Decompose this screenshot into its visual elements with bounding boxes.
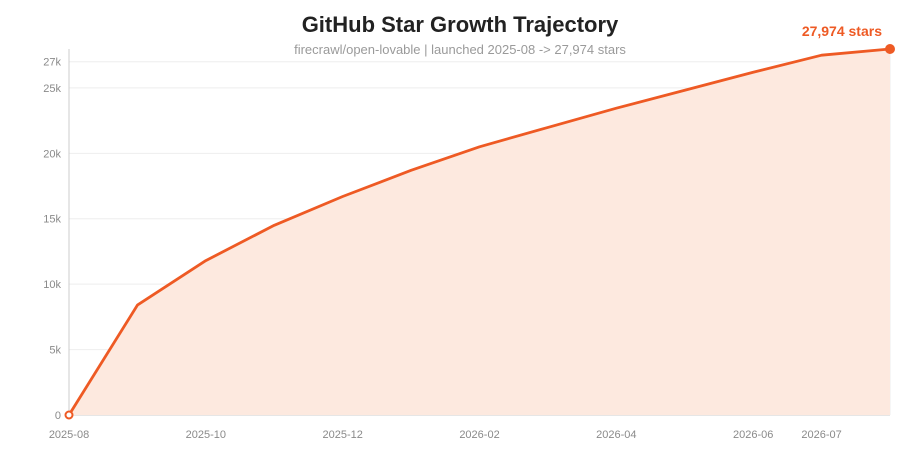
y-tick-label: 0 bbox=[55, 410, 61, 422]
x-tick-label: 2026-06 bbox=[733, 429, 773, 441]
series-area-fill bbox=[69, 49, 890, 415]
y-tick-label: 5k bbox=[49, 345, 61, 357]
x-tick-label: 2026-07 bbox=[801, 429, 841, 441]
y-tick-label: 27k bbox=[43, 57, 61, 69]
y-tick-label: 10k bbox=[43, 279, 61, 291]
x-tick-label: 2026-02 bbox=[459, 429, 499, 441]
end-value-label: 27,974 stars bbox=[802, 23, 882, 39]
y-tick-label: 15k bbox=[43, 214, 61, 226]
x-tick-label: 2025-08 bbox=[49, 429, 89, 441]
line-layer bbox=[67, 47, 892, 417]
start-point bbox=[64, 410, 74, 420]
x-tick-label: 2026-04 bbox=[596, 429, 636, 441]
chart-subtitle: firecrawl/open-lovable | launched 2025-0… bbox=[294, 42, 626, 57]
series-line bbox=[67, 47, 892, 417]
x-tick-label: 2025-10 bbox=[186, 429, 226, 441]
chart-title: GitHub Star Growth Trajectory bbox=[302, 12, 619, 37]
y-tick-label: 20k bbox=[43, 148, 61, 160]
area-fill-layer bbox=[69, 49, 890, 415]
y-axis-tick-labels: 0 5k 10k 15k 20k 25k 27k bbox=[43, 57, 61, 422]
y-tick-label: 25k bbox=[43, 83, 61, 95]
x-axis-tick-labels: 2025-08 2025-10 2025-12 2026-02 2026-04 2026-… bbox=[49, 429, 842, 441]
end-point bbox=[885, 44, 895, 54]
x-tick-label: 2025-12 bbox=[322, 429, 362, 441]
point-layer bbox=[64, 44, 895, 420]
